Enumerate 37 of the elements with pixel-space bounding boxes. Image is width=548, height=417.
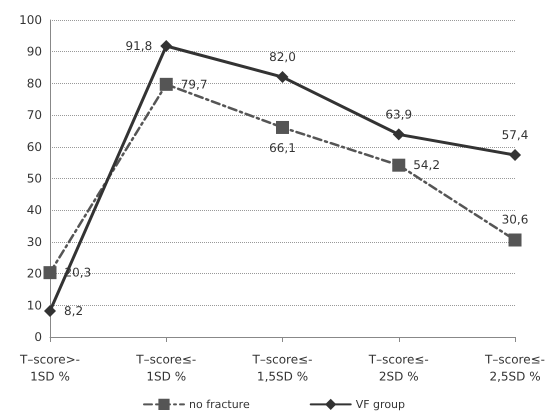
y-tick-label: 40: [26, 203, 42, 218]
point: [44, 305, 56, 318]
y-tick-label: 80: [26, 76, 42, 90]
x-tick-label: T–score≤- 2,5SD %: [484, 352, 546, 384]
legend-label: no fracture: [188, 398, 250, 411]
point: [392, 128, 405, 140]
data-label: 82,0: [269, 50, 296, 64]
legend-label: VF group: [356, 398, 406, 411]
y-tick-label: 100: [19, 13, 42, 27]
y-tick-label: 20: [26, 266, 42, 281]
data-label: 79,7: [180, 77, 208, 92]
point: [276, 120, 290, 134]
x-tick-label: T–score≤- 1SD %: [135, 352, 196, 384]
data-label: 91,8: [126, 38, 152, 53]
x-tick-label: T–score>- 1SD %: [19, 352, 80, 384]
point: [392, 158, 406, 172]
point: [276, 71, 289, 84]
y-tick-label: 90: [26, 44, 42, 59]
point: [160, 78, 173, 91]
data-label: 66,1: [269, 140, 296, 155]
y-tick-label: 30: [26, 234, 42, 249]
point: [508, 234, 522, 246]
data-label: 54,2: [413, 158, 440, 172]
y-tick-label: 0: [34, 330, 42, 344]
y-tick-label: 60: [26, 140, 42, 154]
point: [509, 149, 522, 162]
x-tick-label: T–score≤- 1,5SD %: [252, 352, 312, 384]
point: [44, 266, 56, 280]
x-tick-label: T–score≤- 2SD %: [368, 352, 429, 384]
point: [160, 40, 172, 52]
y-tick-label: 70: [26, 108, 42, 122]
data-label: 63,9: [385, 107, 412, 122]
data-label: 8,2: [64, 304, 84, 318]
data-label: 57,4: [502, 128, 528, 142]
data-label: 30,6: [502, 212, 528, 226]
y-tick-label: 10: [26, 298, 42, 312]
y-tick-label: 50: [26, 172, 42, 186]
